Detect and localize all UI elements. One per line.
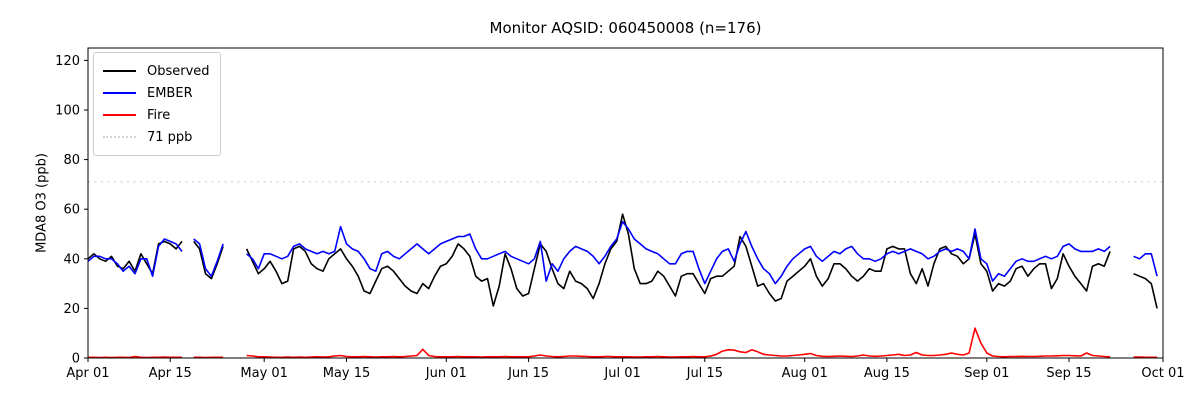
x-tick-label: Oct 01 [1141, 366, 1184, 381]
legend-item-ember: EMBER [103, 82, 210, 104]
legend-label-ember: EMBER [147, 85, 193, 101]
x-tick-label: Jun 15 [507, 366, 549, 381]
plot-frame [87, 47, 1164, 359]
y-tick-label: 100 [55, 104, 80, 119]
x-tick-label: Jul 15 [686, 366, 723, 381]
legend-label-fire: Fire [147, 107, 171, 123]
series-line-ember [87, 220, 1158, 285]
chart-title: Monitor AQSID: 060450008 (n=176) [489, 19, 762, 37]
x-tick-label: Aug 15 [864, 366, 910, 381]
x-tick-label: May 15 [323, 366, 371, 381]
legend: Observed EMBER Fire 71 ppb [93, 52, 221, 156]
x-tick-label: Apr 15 [149, 366, 192, 381]
series-line-observed [87, 213, 1158, 309]
x-tick-label: Jun 01 [425, 366, 467, 381]
y-tick-label: 0 [72, 352, 80, 367]
series-line-fire [88, 327, 1158, 359]
x-tick-label: Sep 15 [1046, 366, 1091, 381]
y-axis-label: MDA8 O3 (ppb) [34, 153, 50, 253]
y-tick-label: 20 [63, 302, 80, 317]
x-tick-label: Apr 01 [66, 366, 109, 381]
y-tick-label: 120 [55, 54, 80, 69]
legend-line-71ppb [103, 136, 136, 138]
x-tick-label: May 01 [240, 366, 288, 381]
x-tick-label: Jul 01 [603, 366, 640, 381]
legend-item-71ppb-threshold: 71 ppb [103, 126, 210, 148]
legend-line-observed [103, 70, 136, 72]
legend-item-observed: Observed [103, 60, 210, 82]
legend-line-ember [103, 92, 136, 94]
y-tick-label: 40 [63, 252, 80, 267]
legend-line-fire [103, 114, 136, 116]
y-tick-label: 60 [63, 203, 80, 218]
y-tick-label: 80 [63, 153, 80, 168]
legend-item-fire: Fire [103, 104, 210, 126]
legend-label-observed: Observed [147, 63, 210, 79]
legend-label-71ppb: 71 ppb [147, 129, 193, 145]
x-tick-label: Aug 01 [782, 366, 828, 381]
x-tick-label: Sep 01 [964, 366, 1009, 381]
